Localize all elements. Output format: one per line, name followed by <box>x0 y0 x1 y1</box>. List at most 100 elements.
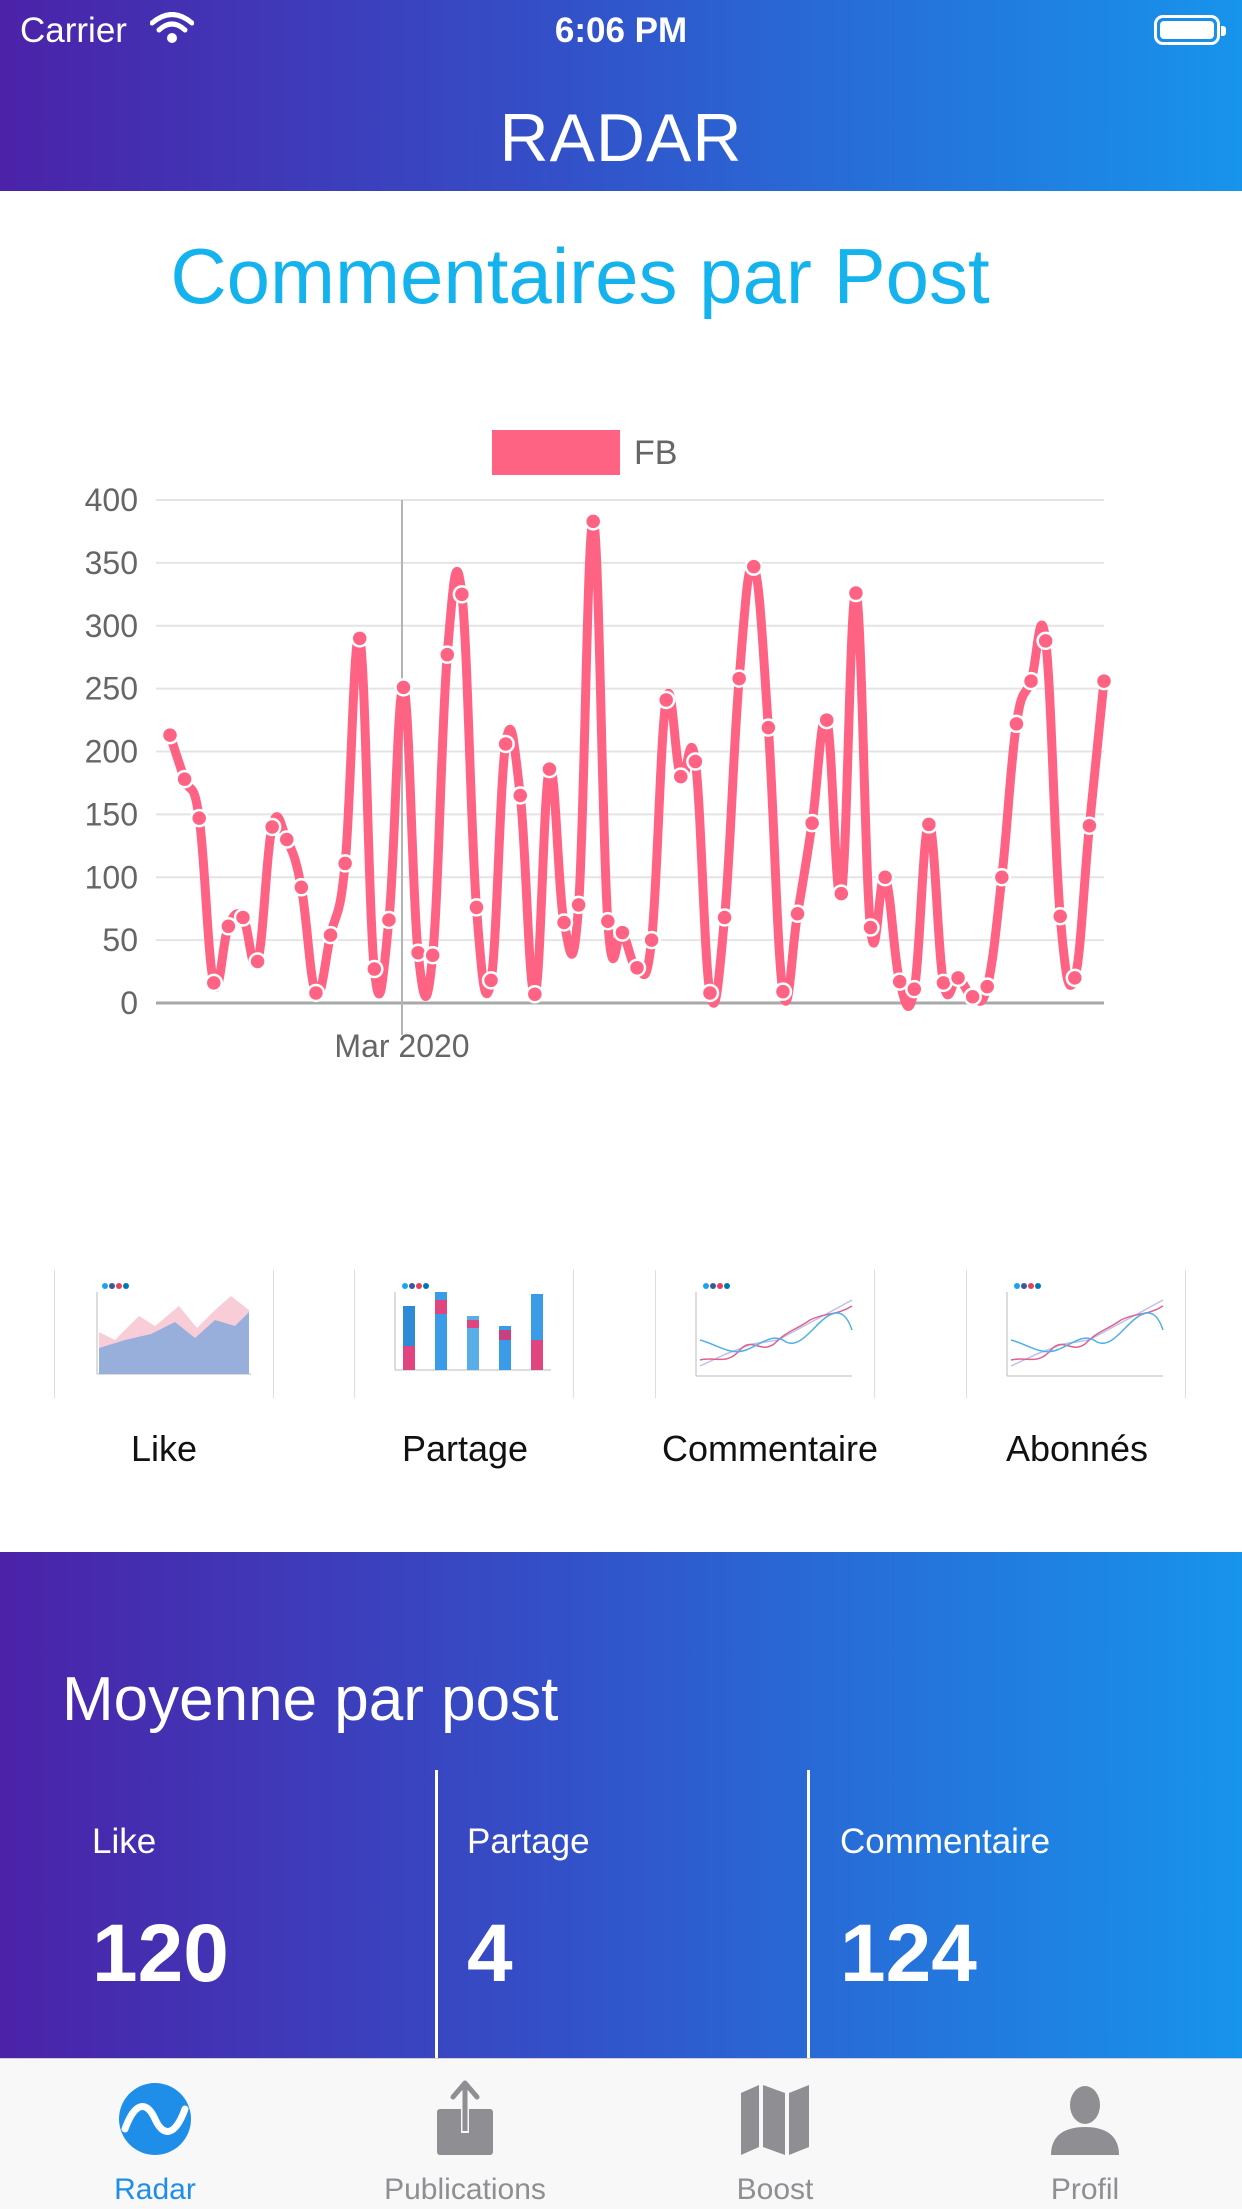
data-point <box>496 734 515 754</box>
data-point <box>554 913 574 932</box>
data-point <box>846 583 866 603</box>
data-point <box>481 971 501 990</box>
data-point <box>759 718 778 737</box>
battery-icon <box>1154 15 1226 45</box>
stat-partage-label: Partage <box>467 1822 590 1861</box>
stat-commentaire-label: Commentaire <box>840 1822 1051 1861</box>
tab-label-radar: Radar <box>114 2173 196 2206</box>
data-point <box>598 912 618 931</box>
data-point <box>452 585 472 604</box>
legend-label: FB <box>634 434 677 472</box>
data-point <box>365 959 384 979</box>
y-tick-label: 150 <box>85 796 138 832</box>
thumbnail-like-area-chart[interactable] <box>54 1270 274 1398</box>
data-point <box>438 645 457 664</box>
wifi-icon <box>149 12 195 49</box>
thumbnail-label-abonnes[interactable]: Abonnés <box>1005 1428 1149 1469</box>
data-point <box>583 512 603 531</box>
stat-partage-value: 4 <box>467 1908 513 1999</box>
data-point <box>861 918 880 937</box>
data-point <box>963 987 982 1006</box>
tab-label-boost: Boost <box>736 2173 814 2206</box>
radar-icon <box>119 2083 191 2155</box>
data-point <box>467 898 486 917</box>
data-point <box>715 908 734 927</box>
y-tick-label: 350 <box>85 545 138 581</box>
data-point <box>788 904 807 923</box>
stat-like-value: 120 <box>92 1908 229 1999</box>
data-point <box>832 884 851 903</box>
data-point <box>802 813 822 833</box>
data-point <box>321 925 340 945</box>
data-point <box>817 710 836 730</box>
thumbnail-label-like[interactable]: Like <box>130 1428 198 1469</box>
stats-title: Moyenne par post <box>62 1665 559 1734</box>
y-tick-label: 0 <box>120 985 138 1021</box>
average-stats-panel: Moyenne par post Like 120 Partage 4 Comm… <box>0 1552 1242 2062</box>
data-point <box>1050 906 1070 926</box>
carrier-label: Carrier <box>20 11 127 50</box>
data-point <box>1080 816 1099 835</box>
data-point <box>525 984 545 1004</box>
app-header: Carrier 6:06 PM RADAR <box>0 0 1242 191</box>
data-point <box>729 669 749 688</box>
tab-bar: Radar Publications Boost Profil <box>0 2058 1242 2209</box>
data-point <box>248 952 267 971</box>
data-point <box>875 868 895 887</box>
map-icon <box>741 2085 809 2155</box>
tab-label-profil: Profil <box>1050 2173 1120 2206</box>
data-point <box>700 983 720 1003</box>
chart-thumbnails: Like Partage Commentaire Abonnés <box>0 1270 1242 1469</box>
data-point <box>189 808 209 828</box>
data-point <box>627 958 647 978</box>
data-point <box>306 983 326 1003</box>
thumbnail-label-partage[interactable]: Partage <box>401 1428 529 1469</box>
data-point <box>277 830 296 849</box>
data-point <box>540 759 559 779</box>
thumbnail-abonnes-line-chart[interactable] <box>966 1270 1186 1398</box>
data-point <box>569 895 588 915</box>
data-point <box>686 752 705 771</box>
comments-line-chart[interactable]: 0 50 100 150 200 250 300 350 400 Mar 2020 FB <box>0 400 1242 1100</box>
y-tick-label: 100 <box>85 859 138 895</box>
x-tick-label: Mar 2020 <box>334 1028 469 1064</box>
tab-label-publications: Publications <box>384 2173 546 2206</box>
page-title: RADAR <box>499 100 743 176</box>
series-line-fb <box>165 516 1109 1011</box>
data-point <box>408 943 428 962</box>
status-time: 6:06 PM <box>554 11 688 50</box>
tab-profil[interactable]: Profil <box>930 2059 1240 2209</box>
data-point <box>175 769 194 789</box>
data-point <box>350 629 369 648</box>
stat-divider <box>435 1770 438 2062</box>
data-point <box>160 725 180 745</box>
data-point <box>890 972 909 991</box>
data-point <box>656 690 676 710</box>
data-point <box>204 973 224 993</box>
stat-commentaire-value: 124 <box>840 1908 977 1999</box>
y-tick-label: 250 <box>85 671 138 707</box>
y-tick-label: 300 <box>85 608 138 644</box>
tab-radar[interactable]: Radar <box>0 2059 310 2209</box>
thumbnail-commentaire-line-chart[interactable] <box>655 1270 875 1398</box>
data-point <box>394 678 413 697</box>
data-point <box>773 982 793 1001</box>
status-bar: Carrier 6:06 PM <box>0 0 1242 62</box>
data-point <box>423 945 442 965</box>
data-point <box>1065 968 1085 988</box>
data-point <box>1007 714 1026 734</box>
y-tick-label: 50 <box>102 922 138 958</box>
data-point <box>919 815 939 834</box>
tab-boost[interactable]: Boost <box>620 2059 930 2209</box>
data-point <box>671 767 691 786</box>
data-point <box>744 557 763 576</box>
data-point <box>1021 671 1041 691</box>
data-point <box>948 968 968 988</box>
legend-swatch <box>492 430 620 475</box>
y-tick-label: 200 <box>85 734 138 770</box>
thumbnail-partage-bar-chart[interactable] <box>354 1270 574 1398</box>
data-point <box>511 786 530 805</box>
thumbnail-label-commentaire[interactable]: Commentaire <box>661 1428 879 1469</box>
tab-publications[interactable]: Publications <box>310 2059 620 2209</box>
data-point <box>1094 671 1114 691</box>
